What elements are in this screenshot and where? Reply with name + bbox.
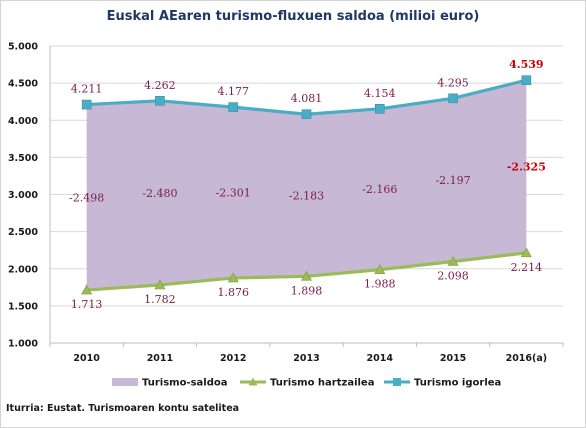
igorlea-data-label: 4.539: [509, 58, 543, 71]
hartzailea-data-label: 2.098: [437, 269, 469, 282]
igorlea-point: [81, 99, 92, 110]
y-tick-label: 4.500: [8, 79, 38, 90]
hartzailea-data-label: 2.214: [511, 261, 543, 274]
legend-marker: [248, 377, 258, 386]
saldo-data-label: -2.498: [69, 191, 104, 204]
saldo-data-label: -2.325: [507, 161, 546, 174]
y-tick-label: 3.500: [8, 153, 38, 164]
legend: Turismo-saldoa Turismo hartzailea Turismo …: [112, 377, 501, 389]
saldo-data-label: -2.166: [362, 183, 397, 196]
saldo-area: [86, 80, 527, 291]
y-tick-label: 1.500: [8, 301, 38, 312]
igorlea-point: [374, 104, 385, 114]
x-tick-label: 2012: [220, 353, 246, 364]
x-tick-label: 2014: [367, 353, 394, 364]
y-tick-label: 2.500: [8, 227, 38, 238]
legend-label: Turismo-saldoa: [142, 378, 228, 389]
hartzailea-point: [520, 247, 532, 258]
igorlea-data-label: 4.177: [217, 85, 249, 98]
igorlea-point: [301, 109, 312, 120]
hartzailea-point: [81, 284, 93, 295]
igorlea-point: [228, 102, 239, 112]
saldo-data-label: -2.197: [435, 174, 470, 187]
hartzailea-point: [154, 279, 166, 290]
saldo-area-fill: [86, 80, 527, 291]
hartzailea-data-label: 1.713: [71, 298, 103, 311]
legend-marker: [393, 378, 401, 386]
x-tick-label: 2011: [147, 353, 173, 364]
y-tick-label: 2.000: [8, 264, 38, 275]
data-labels: 4.211 4.262 4.177 4.081 4.154 4.295 4.539 -2.49…: [69, 58, 546, 311]
y-tick-label: 5.000: [8, 42, 38, 53]
igorlea-point: [448, 93, 458, 104]
x-axis: 2010 2011 2012 2013 2014 2015 2016(a): [49, 342, 564, 364]
x-tick-label: 2013: [293, 353, 319, 364]
y-tick-label: 3.000: [8, 190, 38, 201]
source-note: Iturria: Eustat. Turismoaren kontu satel…: [6, 403, 239, 414]
x-tick-label: 2015: [440, 353, 466, 364]
legend-item: Turismo igorlea: [384, 378, 501, 389]
x-tick-label: 2016(a): [506, 353, 548, 364]
hartzailea-point: [227, 272, 239, 283]
saldo-data-label: -2.480: [142, 187, 177, 200]
igorlea-data-label: 4.211: [71, 83, 103, 96]
y-tick-label: 1.000: [8, 339, 38, 350]
igorlea-data-label: 4.081: [291, 92, 323, 105]
igorlea-data-label: 4.295: [437, 76, 469, 89]
hartzailea-point: [447, 255, 459, 266]
saldo-data-label: -2.301: [216, 187, 251, 200]
hartzailea-point: [300, 270, 313, 281]
igorlea-data-label: 4.154: [364, 87, 396, 100]
legend-label: Turismo hartzailea: [270, 378, 374, 389]
hartzailea-data-label: 1.782: [144, 293, 176, 306]
hartzailea-data-label: 1.876: [217, 286, 249, 299]
chart-title: Euskal AEaren turismo-fluxuen saldoa (mi…: [107, 9, 480, 24]
y-axis: 1.000 1.500 2.000 2.500 3.000 3.500 4.000 4.500…: [8, 42, 51, 350]
legend-swatch: [112, 378, 138, 386]
saldo-data-label: -2.183: [289, 189, 324, 202]
hartzailea-data-label: 1.988: [364, 278, 396, 291]
hartzailea-data-label: 1.898: [291, 284, 323, 297]
igorlea-point: [521, 75, 532, 86]
hartzailea-point: [374, 264, 386, 274]
igorlea-data-label: 4.262: [144, 79, 176, 92]
series-lines: [81, 75, 532, 295]
x-tick-label: 2010: [73, 353, 100, 364]
legend-label: Turismo igorlea: [414, 378, 501, 389]
legend-item: Turismo hartzailea: [240, 377, 374, 389]
legend-item: Turismo-saldoa: [112, 378, 228, 389]
igorlea-point: [155, 95, 165, 106]
y-tick-label: 4.000: [8, 116, 38, 127]
